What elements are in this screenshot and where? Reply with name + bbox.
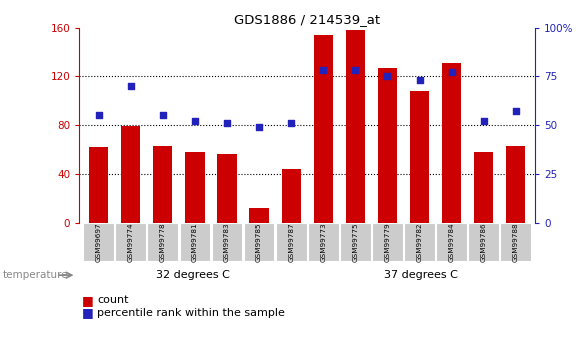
Text: GSM99785: GSM99785	[256, 223, 262, 262]
Text: GSM99781: GSM99781	[192, 223, 198, 262]
Text: GSM99783: GSM99783	[224, 223, 230, 262]
Text: GSM99784: GSM99784	[449, 223, 455, 262]
FancyBboxPatch shape	[212, 223, 242, 262]
FancyBboxPatch shape	[500, 223, 531, 262]
Bar	[378, 68, 397, 223]
Point	[94, 112, 103, 118]
Point	[286, 120, 296, 126]
Text: GSM99782: GSM99782	[416, 223, 423, 262]
Bar	[153, 146, 172, 223]
FancyBboxPatch shape	[340, 223, 371, 262]
Bar	[346, 30, 365, 223]
Bar	[89, 147, 108, 223]
Bar	[506, 146, 526, 223]
Text: GSM99779: GSM99779	[385, 223, 390, 262]
Bar	[218, 154, 236, 223]
FancyBboxPatch shape	[372, 223, 403, 262]
Bar	[249, 208, 269, 223]
FancyBboxPatch shape	[83, 223, 114, 262]
Title: GDS1886 / 214539_at: GDS1886 / 214539_at	[234, 13, 380, 27]
Point	[222, 120, 232, 126]
FancyBboxPatch shape	[404, 223, 435, 262]
Text: ■: ■	[82, 294, 94, 307]
Point	[350, 68, 360, 73]
Text: GSM99786: GSM99786	[481, 223, 487, 262]
FancyBboxPatch shape	[308, 223, 339, 262]
FancyBboxPatch shape	[179, 223, 211, 262]
Text: count: count	[97, 295, 129, 305]
Point	[158, 112, 168, 118]
Point	[255, 124, 264, 130]
Point	[190, 118, 199, 124]
FancyBboxPatch shape	[276, 223, 306, 262]
Text: GSM99778: GSM99778	[160, 223, 166, 262]
Text: ■: ■	[82, 306, 94, 319]
Bar	[410, 91, 429, 223]
Text: GSM99788: GSM99788	[513, 223, 519, 262]
Bar	[282, 169, 301, 223]
Point	[319, 68, 328, 73]
Point	[479, 118, 489, 124]
Text: GSM99775: GSM99775	[352, 223, 358, 262]
Text: GSM99697: GSM99697	[96, 223, 102, 262]
Bar	[442, 63, 461, 223]
Text: 32 degrees C: 32 degrees C	[156, 270, 230, 280]
Text: 37 degrees C: 37 degrees C	[384, 270, 458, 280]
Point	[511, 109, 520, 114]
Bar	[313, 35, 333, 223]
Text: GSM99774: GSM99774	[128, 223, 133, 262]
FancyBboxPatch shape	[436, 223, 467, 262]
Point	[383, 73, 392, 79]
Bar	[121, 126, 141, 223]
Text: percentile rank within the sample: percentile rank within the sample	[97, 308, 285, 318]
Point	[447, 70, 456, 75]
FancyBboxPatch shape	[243, 223, 275, 262]
Text: temperature: temperature	[3, 270, 69, 280]
Text: GSM99773: GSM99773	[320, 223, 326, 262]
Bar	[474, 152, 493, 223]
FancyBboxPatch shape	[115, 223, 146, 262]
Bar	[185, 152, 205, 223]
Point	[126, 83, 135, 89]
FancyBboxPatch shape	[148, 223, 178, 262]
Point	[415, 78, 425, 83]
Text: GSM99787: GSM99787	[288, 223, 294, 262]
FancyBboxPatch shape	[468, 223, 499, 262]
